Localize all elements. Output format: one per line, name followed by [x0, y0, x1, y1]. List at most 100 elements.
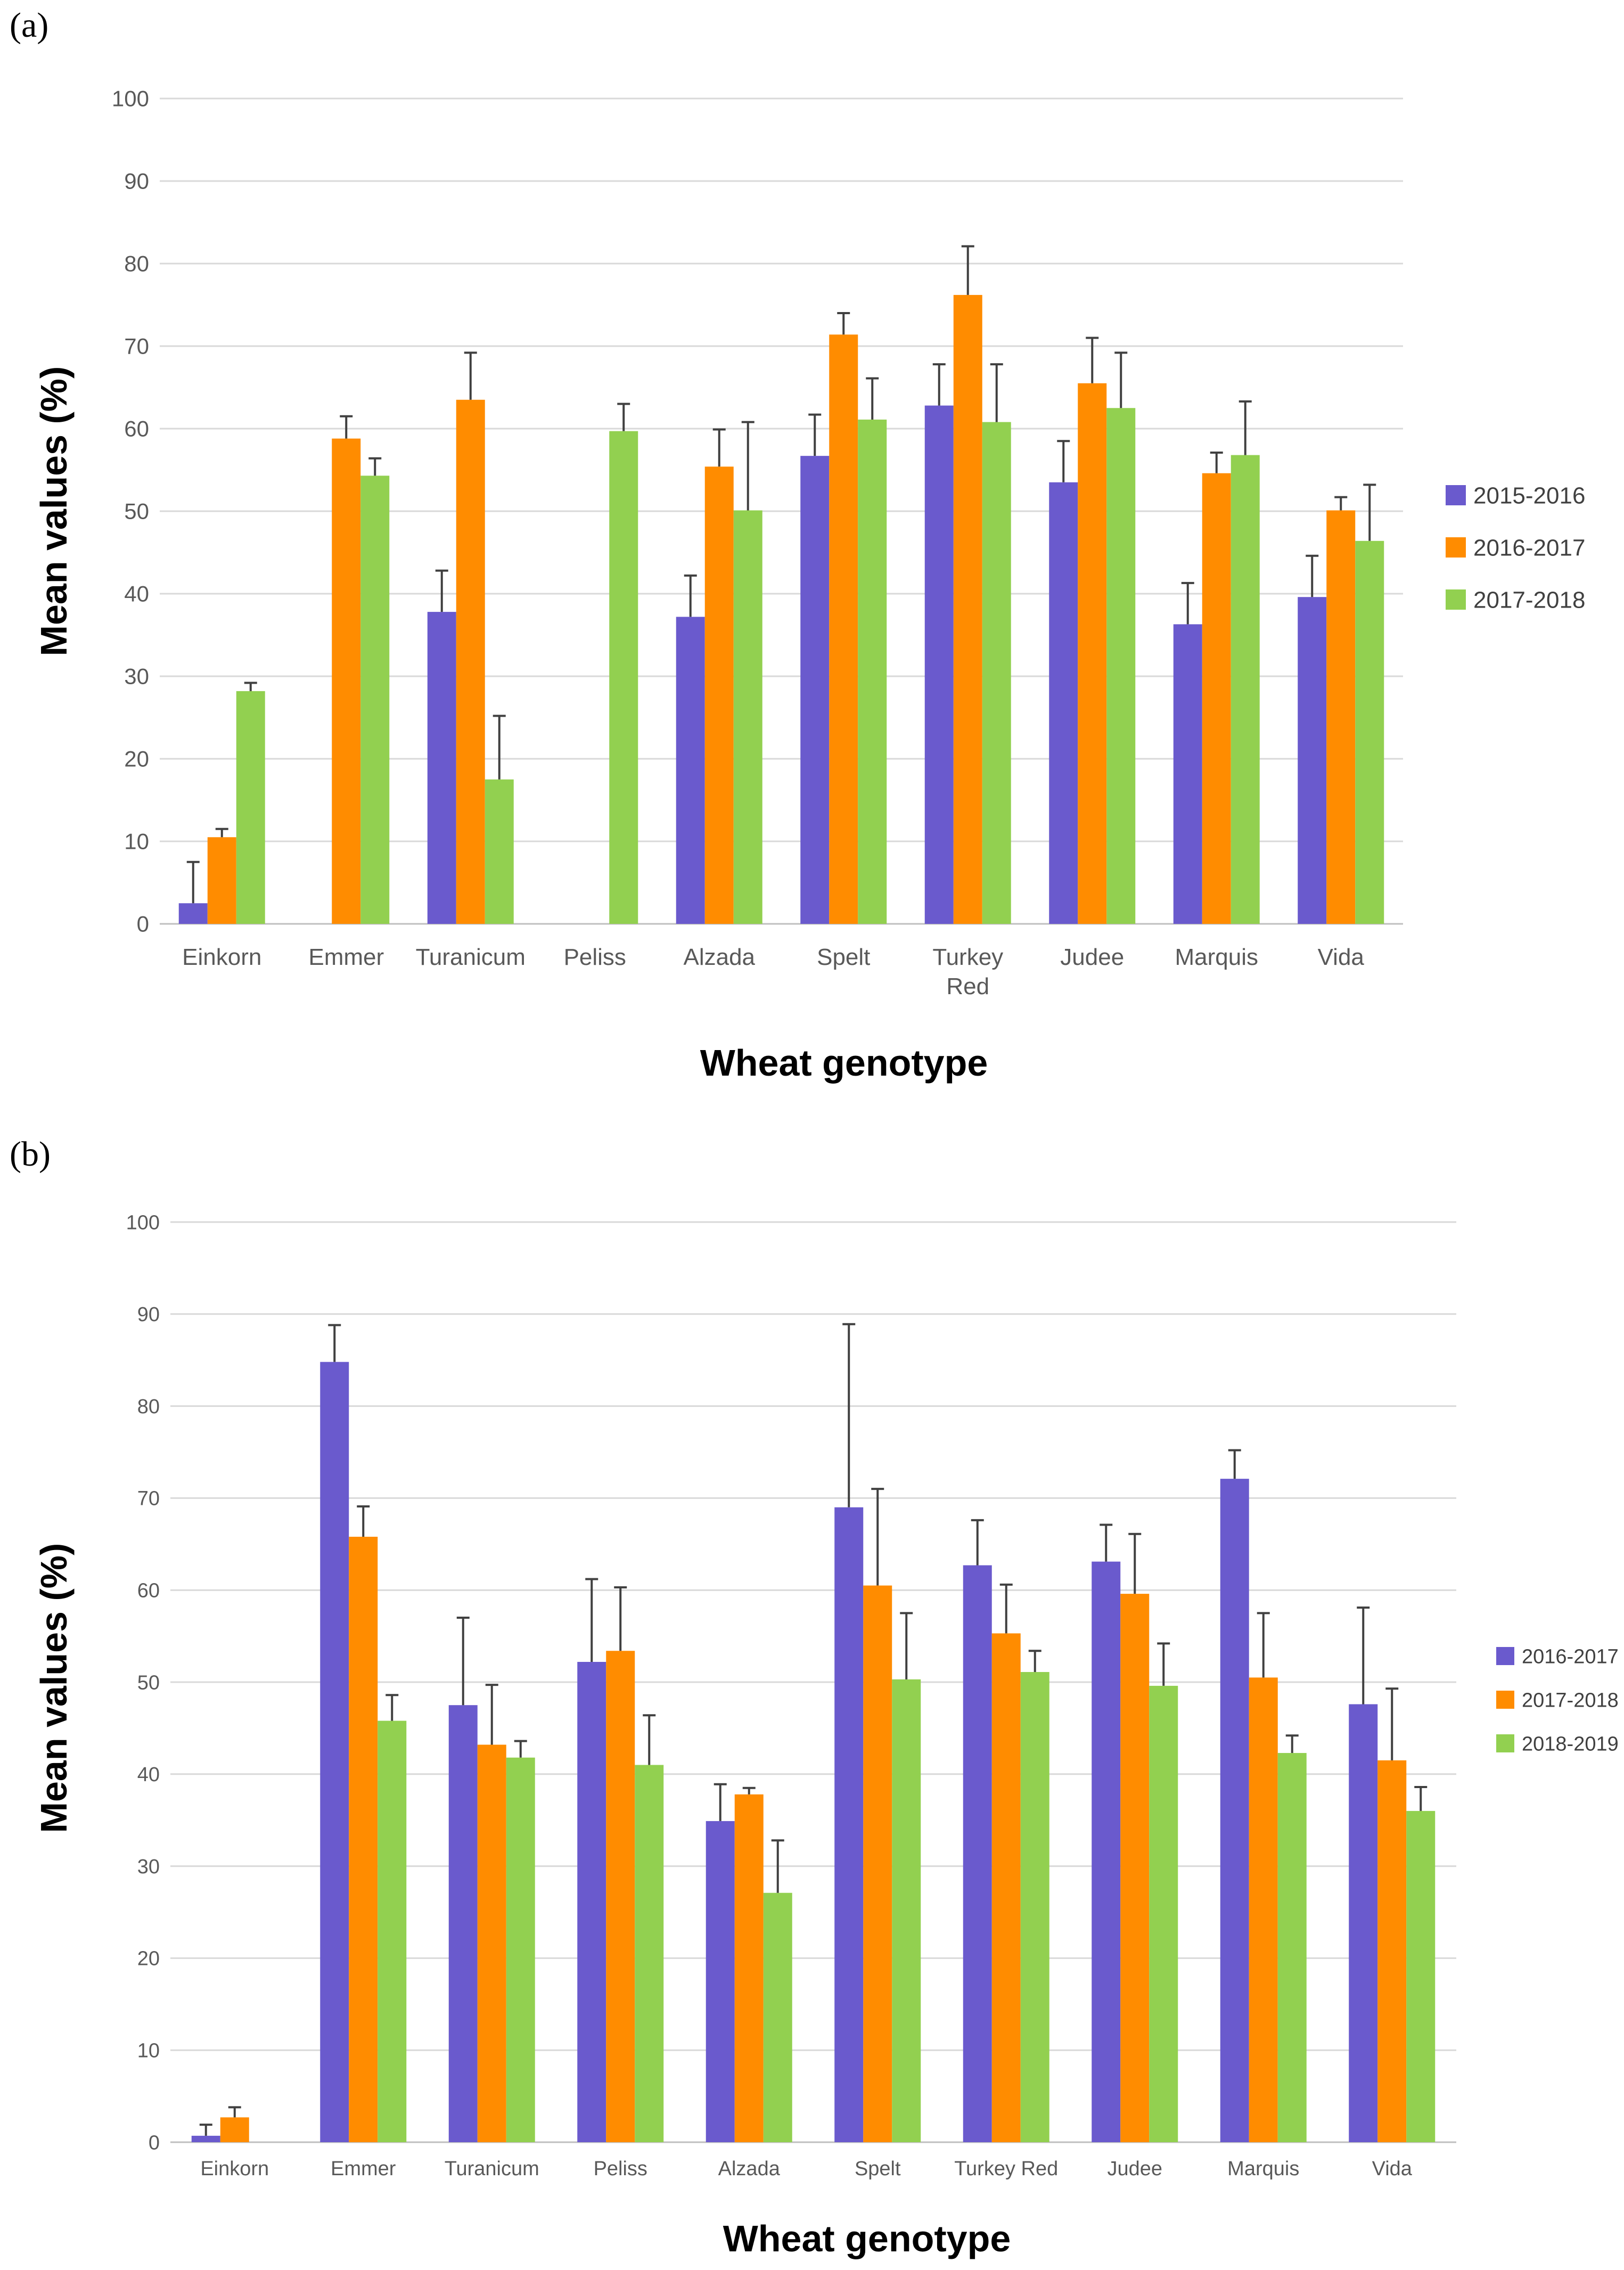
y-tick-label: 90	[137, 1304, 160, 1326]
legend-item-label: 2015-2016	[1473, 482, 1585, 509]
bar-2018-2019-emmer	[378, 1720, 407, 2142]
legend-swatch	[1496, 1691, 1514, 1709]
y-tick-label: 10	[124, 829, 149, 854]
bar-2016-2017-emmer	[332, 438, 361, 924]
bar-2017-2018-judee	[1106, 408, 1136, 924]
bar-2016-2017-turkey-red	[953, 294, 982, 924]
x-tick-label: Alzada	[683, 944, 755, 970]
x-tick-label: Vida	[1372, 2158, 1413, 2180]
y-tick-label: 40	[124, 581, 149, 607]
legend-item-label: 2017-2018	[1522, 1689, 1619, 1711]
bar-2016-2017-turanicum	[456, 399, 485, 924]
bar-2018-2019-peliss	[635, 1765, 664, 2142]
bar-chart-b: 0 10 20 30 40 50 60 70 80 90 100 Einkorn Emmer Turani…	[33, 1211, 1619, 2259]
y-tick-label: 0	[149, 2132, 160, 2154]
bar-2017-2018-vida	[1377, 1760, 1407, 2142]
bar-2018-2019-spelt	[892, 1679, 921, 2142]
x-tick-label: Turkey Red	[954, 2158, 1058, 2180]
bar-2017-2018-judee	[1120, 1594, 1150, 2142]
y-tick-label: 80	[124, 251, 149, 276]
bar-2017-2018-vida	[1355, 540, 1384, 924]
bar-2016-2017-einkorn	[207, 837, 236, 924]
x-tick-label: Turkey	[932, 944, 1003, 970]
bar-2017-2018-marquis	[1249, 1677, 1278, 2142]
bar-2017-2018-emmer	[349, 1536, 378, 2142]
bar-2016-2017-spelt	[834, 1507, 864, 2142]
legend-item-label: 2018-2019	[1522, 1733, 1619, 1755]
bar-chart-a: 0 10 20 30 40 50 60 70 80 90 100 Einkorn Emmer Turani…	[33, 86, 1585, 1084]
bar-2016-2017-judee	[1092, 1561, 1121, 2142]
legend-item-label: 2016-2017	[1522, 1645, 1619, 1668]
y-tick-label: 80	[137, 1396, 160, 1418]
bar-2016-2017-alzada	[706, 1821, 735, 2142]
x-tick-label: Red	[946, 973, 989, 999]
bar-2016-2017-vida	[1349, 1704, 1378, 2142]
bar-2016-2017-einkorn	[191, 2135, 220, 2142]
x-tick-label: Turanicum	[416, 944, 526, 970]
bar-2017-2018-turkey-red	[991, 1633, 1021, 2142]
bar-2017-2018-turanicum	[485, 779, 514, 924]
y-tick-label: 100	[112, 86, 149, 111]
x-tick-label: Einkorn	[200, 2158, 269, 2180]
y-tick-label: 0	[137, 912, 149, 937]
x-tick-label: Einkorn	[182, 944, 261, 970]
y-axis-title: Mean values (%)	[33, 1543, 75, 1833]
bar-2018-2019-turkey-red	[1020, 1671, 1049, 2142]
bar-2016-2017-alzada	[704, 466, 734, 924]
y-tick-label: 70	[137, 1488, 160, 1510]
legend-swatch	[1446, 589, 1466, 610]
bar-2018-2019-marquis	[1277, 1753, 1307, 2142]
bar-2016-2017-vida	[1326, 510, 1356, 924]
bar-2015-2016-judee	[1049, 482, 1078, 924]
y-tick-label: 40	[137, 1764, 160, 1786]
bar-2016-2017-marquis	[1202, 473, 1231, 924]
bar-2017-2018-spelt	[863, 1585, 892, 2142]
x-axis-title: Wheat genotype	[700, 1042, 988, 1084]
x-tick-label: Spelt	[855, 2158, 901, 2180]
y-tick-label: 90	[124, 169, 149, 194]
y-tick-label: 20	[124, 747, 149, 772]
x-tick-label: Emmer	[331, 2158, 396, 2180]
bar-2017-2018-peliss	[606, 1651, 635, 2142]
bar-2016-2017-turkey-red	[963, 1565, 992, 2142]
panel-label-a: (a)	[10, 6, 49, 45]
y-tick-label: 30	[124, 664, 149, 689]
x-tick-label: Emmer	[308, 944, 384, 970]
bar-2017-2018-einkorn	[236, 691, 265, 924]
bar-2015-2016-turanicum	[427, 612, 456, 924]
legend-swatch	[1446, 485, 1466, 505]
bar-2017-2018-turanicum	[477, 1744, 506, 2142]
bar-2017-2018-einkorn	[220, 2117, 249, 2142]
x-tick-label: Alzada	[718, 2158, 781, 2180]
legend-swatch	[1496, 1647, 1514, 1665]
x-tick-label: Marquis	[1227, 2158, 1299, 2180]
bar-2015-2016-alzada	[676, 617, 705, 924]
y-tick-label: 60	[137, 1580, 160, 1602]
x-tick-label: Vida	[1318, 944, 1365, 970]
bar-2018-2019-judee	[1149, 1685, 1178, 2142]
legend-item-label: 2017-2018	[1473, 587, 1585, 613]
bar-2018-2019-vida	[1406, 1810, 1436, 2142]
bar-2017-2018-turkey-red	[982, 422, 1011, 924]
bar-2016-2017-marquis	[1220, 1479, 1249, 2142]
panel-label-b: (b)	[10, 1135, 51, 1174]
bar-2016-2017-spelt	[829, 334, 858, 924]
bar-2018-2019-alzada	[763, 1892, 792, 2142]
legend-item-label: 2016-2017	[1473, 535, 1585, 561]
x-tick-label: Peliss	[594, 2158, 647, 2180]
bar-2015-2016-turkey-red	[924, 405, 954, 924]
legend-swatch	[1446, 537, 1466, 558]
bar-2017-2018-marquis	[1231, 455, 1260, 924]
legend-swatch	[1496, 1734, 1514, 1752]
bar-2017-2018-peliss	[609, 431, 638, 924]
y-tick-label: 60	[124, 416, 149, 441]
x-tick-label: Judee	[1060, 944, 1124, 970]
y-tick-label: 50	[124, 499, 149, 524]
bar-2015-2016-vida	[1298, 597, 1327, 924]
y-tick-label: 70	[124, 334, 149, 359]
x-tick-label: Marquis	[1175, 944, 1259, 970]
bar-2015-2016-einkorn	[178, 903, 208, 924]
bar-2015-2016-marquis	[1173, 624, 1202, 924]
y-tick-label: 20	[137, 1948, 160, 1970]
y-axis-title: Mean values (%)	[33, 366, 75, 657]
